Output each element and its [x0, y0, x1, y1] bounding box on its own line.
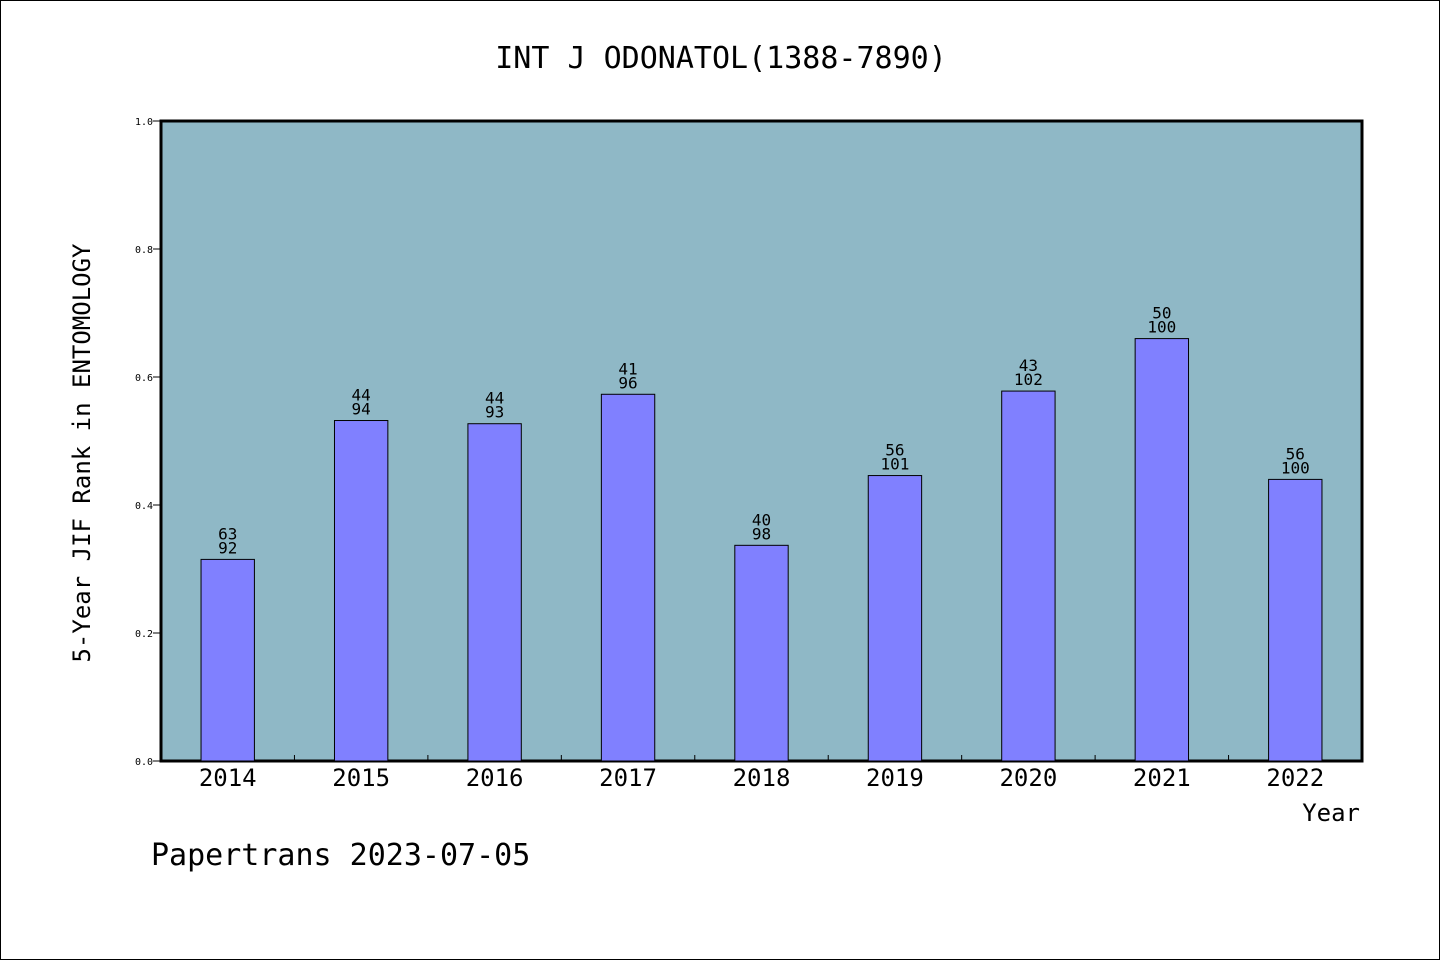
y-axis: 0.0 0.2 0.4 0.6 0.8 1.0	[135, 117, 161, 768]
bar-rank-label: 40	[752, 510, 771, 529]
y-tick-label: 0.2	[135, 629, 153, 640]
bar-total-label: 94	[352, 400, 371, 419]
bar-total-label: 92	[218, 538, 237, 557]
x-tick-label: 2015	[332, 764, 390, 792]
x-tick-label: 2019	[866, 764, 924, 792]
bar-2017	[600, 393, 656, 762]
y-tick-label: 1.0	[135, 117, 153, 128]
x-tick-label: 2017	[599, 764, 657, 792]
bar-total-label: 100	[1147, 318, 1176, 337]
x-tick-label: 2018	[733, 764, 791, 792]
y-tick-label: 0.8	[135, 245, 153, 256]
bar-total-label: 102	[1014, 370, 1043, 389]
bar-2016	[467, 423, 522, 762]
y-tick-label: 0.4	[135, 501, 153, 512]
x-tick-label: 2020	[999, 764, 1057, 792]
footer-watermark-text: Papertrans 2023-07-05	[151, 838, 530, 873]
x-tick-label: 2016	[466, 764, 524, 792]
y-tick-label: 0.6	[135, 373, 153, 384]
bars-group	[200, 338, 1323, 762]
y-axis-label: 5-Year JIF Rank in ENTOMOLOGY	[68, 243, 96, 663]
bar-2015	[333, 420, 389, 762]
bar-2021	[1134, 338, 1190, 762]
x-tick-label: 2022	[1266, 764, 1324, 792]
bar-2018	[734, 544, 789, 762]
x-tick-label: 2014	[199, 764, 257, 792]
bar-2019	[867, 475, 923, 762]
x-axis: 2014 2015 2016 2017 2018 2019 2020 2021 2022	[199, 755, 1324, 792]
x-axis-label: Year	[1302, 799, 1360, 827]
bar-2022	[1268, 478, 1323, 762]
y-tick-label: 0.0	[135, 757, 153, 768]
chart-title: INT J ODONATOL(1388-7890)	[495, 41, 947, 76]
bar-rank-label: 44	[485, 389, 504, 408]
bar-rank-label: 63	[218, 524, 237, 543]
x-tick-label: 2021	[1133, 764, 1191, 792]
bar-rank-label: 44	[352, 386, 371, 405]
bar-rank-label: 56	[1286, 444, 1305, 463]
bar-total-label: 101	[880, 455, 909, 474]
bar-2020	[1001, 390, 1056, 762]
bar-total-label: 98	[752, 524, 771, 543]
bar-2014	[200, 558, 255, 762]
bar-total-label: 93	[485, 403, 504, 422]
bar-total-label: 96	[618, 373, 637, 392]
bar-rank-label: 43	[1019, 356, 1038, 375]
bar-rank-label: 50	[1152, 304, 1171, 323]
bar-total-label: 100	[1281, 458, 1310, 477]
bar-rank-label: 41	[618, 359, 637, 378]
bar-rank-label: 56	[885, 441, 904, 460]
